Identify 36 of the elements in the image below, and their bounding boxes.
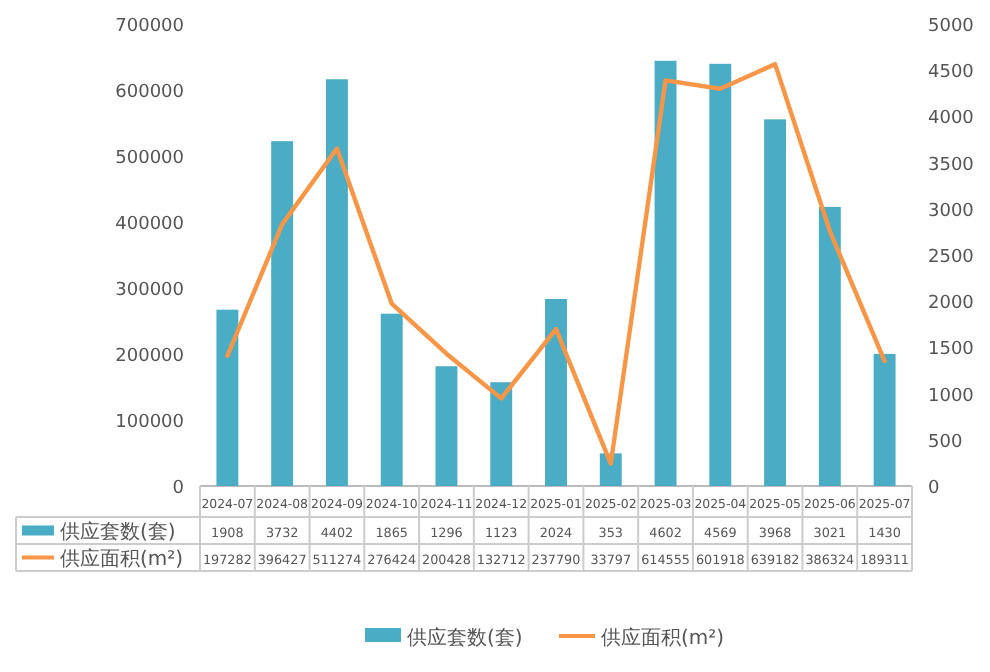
bar xyxy=(325,79,348,486)
y2-tick-label: 0 xyxy=(928,479,940,499)
y-tick-label: 100000 xyxy=(115,413,185,433)
bar xyxy=(764,119,787,486)
bar xyxy=(435,366,458,486)
bar xyxy=(818,206,841,486)
line-series xyxy=(225,61,887,466)
y-tick-label: 500000 xyxy=(115,149,185,169)
text: 供应套数(套) xyxy=(407,628,523,650)
y2-tick-label: 500 xyxy=(928,432,963,453)
y2-tick-label: 2000 xyxy=(928,294,975,315)
legend-label: 供应套数(套) xyxy=(60,519,176,544)
bar xyxy=(216,309,239,486)
bar xyxy=(380,313,403,486)
bar xyxy=(873,353,896,486)
bar xyxy=(709,63,732,486)
y2-tick-label: 1000 xyxy=(928,386,975,407)
legend-label: 供应面积(m²) xyxy=(60,546,184,571)
y-tick-label: 600000 xyxy=(115,83,185,103)
bar xyxy=(654,60,677,486)
y2-tick-label: 4500 xyxy=(928,63,975,84)
y2-tick-label: 3500 xyxy=(928,155,975,176)
y-tick-label: 0 xyxy=(172,479,185,499)
bar xyxy=(545,298,567,486)
y2-tick-label: 4000 xyxy=(928,109,975,130)
y-tick-label: 700000 xyxy=(115,17,185,37)
bar xyxy=(490,382,513,486)
y2-tick-label: 3000 xyxy=(928,201,975,222)
text: 供应面积(m²) xyxy=(601,628,725,650)
y-tick-label: 300000 xyxy=(115,281,185,301)
y-tick-label: 400000 xyxy=(115,215,185,235)
bar xyxy=(271,141,294,486)
y-tick-label: 200000 xyxy=(115,347,185,367)
y2-tick-label: 2500 xyxy=(928,248,975,268)
y2-tick-label: 1500 xyxy=(928,340,975,361)
y2-tick-label: 5000 xyxy=(928,17,975,37)
